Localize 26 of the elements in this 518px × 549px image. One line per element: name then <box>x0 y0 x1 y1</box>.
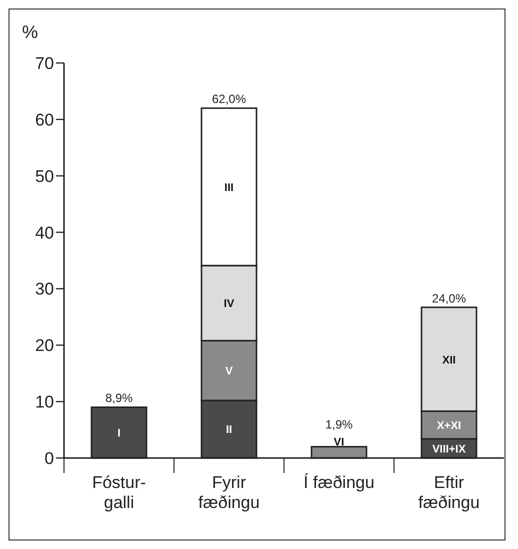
x-tick-label: Fyrir fæðingu <box>198 473 260 512</box>
series-label: V <box>225 366 234 378</box>
y-tick-label: 20 <box>35 336 54 356</box>
series-label: XII <box>442 354 456 366</box>
annotation: 62,0% <box>212 92 246 106</box>
y-tick-label: 0 <box>44 449 54 468</box>
series-label: X+XI <box>436 420 462 432</box>
annotation: 1,9% <box>325 418 353 432</box>
annotation: 8,9% <box>105 391 133 406</box>
x-tick-label: Fóstur- galli <box>92 473 146 512</box>
y-tick-label: 30 <box>35 280 54 299</box>
y-tick-label: 10 <box>35 392 54 412</box>
series-label: I <box>117 428 121 440</box>
annotation: 24,0% <box>432 291 466 306</box>
series-label: IV <box>224 298 235 310</box>
series-label: VIII+IX <box>432 443 466 456</box>
x-tick-label: Í fæðingu <box>304 473 374 492</box>
series-label: III <box>224 182 234 194</box>
y-tick-label: 60 <box>35 110 54 130</box>
y-axis-title: % <box>22 22 38 42</box>
x-tick-label: Eftir fæðingu <box>418 473 480 512</box>
y-tick-label: 70 <box>35 54 54 73</box>
series-label: II <box>226 424 232 436</box>
y-tick-label: 40 <box>35 223 54 242</box>
series-label: VI <box>334 436 344 449</box>
y-tick-label: 50 <box>35 166 54 186</box>
